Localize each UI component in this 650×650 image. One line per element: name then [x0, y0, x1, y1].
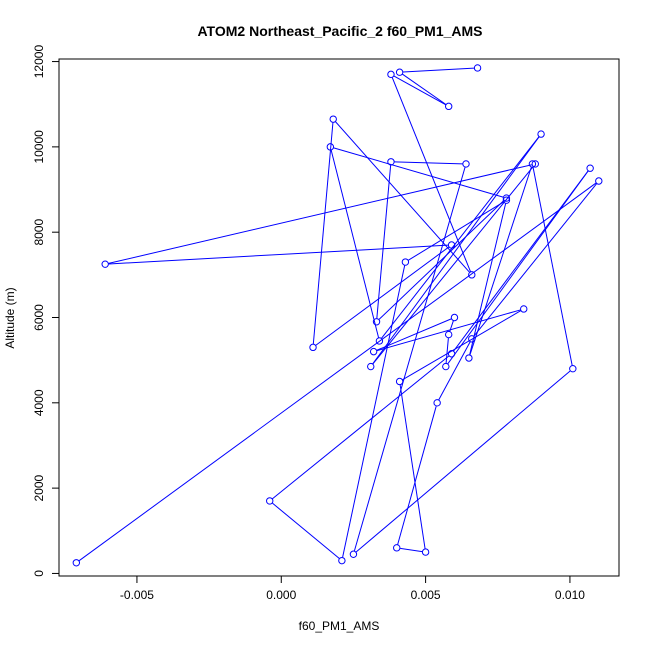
- series-segment: [438, 341, 471, 400]
- series-segment: [272, 355, 450, 500]
- series-segment: [469, 167, 532, 355]
- series-segment: [378, 200, 505, 320]
- series-segment: [403, 67, 475, 73]
- data-point: [101, 260, 109, 268]
- series-segment: [372, 136, 540, 365]
- data-point: [387, 70, 395, 79]
- series-segment: [447, 170, 589, 365]
- x-tick-label: 0.010: [555, 588, 585, 602]
- series-segment: [108, 244, 449, 265]
- data-point: [569, 364, 577, 373]
- series-segment: [376, 165, 392, 319]
- data-point: [468, 271, 476, 279]
- series-segment: [376, 318, 452, 351]
- data-point: [309, 343, 317, 352]
- series-segment: [402, 73, 447, 105]
- series-segment: [532, 167, 573, 366]
- series-segment: [391, 77, 471, 272]
- chart-title: ATOM2 Northeast_Pacific_2 f60_PM1_AMS: [197, 23, 482, 39]
- data-point: [369, 347, 378, 356]
- series-segment: [402, 310, 521, 381]
- series-points: [72, 64, 603, 567]
- data-point: [447, 241, 456, 249]
- y-axis: 0 2000 4000 6000 8000 10000 12000: [32, 45, 60, 577]
- y-tick-label: 4000: [32, 389, 46, 416]
- data-point: [502, 194, 511, 202]
- data-point: [401, 258, 410, 266]
- data-point: [326, 143, 335, 151]
- data-point: [450, 313, 459, 322]
- x-axis: -0.005 0.000 0.005 0.010: [120, 575, 585, 602]
- series-segment: [393, 75, 446, 106]
- data-point: [433, 399, 441, 407]
- data-point: [442, 362, 450, 371]
- y-tick-label: 10000: [32, 130, 46, 164]
- series-segment: [353, 167, 466, 552]
- data-point: [338, 556, 346, 565]
- series-segment: [381, 136, 540, 339]
- series-segment: [272, 502, 340, 559]
- y-tick-label: 12000: [32, 45, 46, 79]
- series-segment: [399, 384, 426, 549]
- data-point: [531, 160, 539, 168]
- x-tick-label: 0.005: [411, 588, 441, 602]
- data-point: [447, 350, 456, 358]
- series-segment: [445, 338, 449, 364]
- series-lines: [78, 67, 597, 562]
- data-point: [595, 177, 603, 185]
- x-tick-label: -0.005: [120, 588, 154, 602]
- y-tick-label: 0: [32, 570, 46, 577]
- x-axis-label: f60_PM1_AMS: [299, 619, 380, 633]
- y-axis-label: Altitude (m): [3, 287, 17, 348]
- series-segment: [330, 150, 380, 338]
- series-segment: [333, 147, 504, 198]
- series-segment: [408, 201, 504, 261]
- data-point: [395, 68, 404, 76]
- data-point: [329, 115, 337, 123]
- data-point: [372, 318, 381, 326]
- series-segment: [315, 246, 450, 346]
- series-segment: [397, 406, 437, 545]
- series-segment: [355, 370, 571, 553]
- data-point: [465, 354, 473, 362]
- series-segment: [376, 309, 521, 352]
- data-point: [395, 377, 404, 386]
- series-segment: [453, 170, 589, 352]
- series-segment: [108, 164, 532, 264]
- data-point: [528, 160, 537, 168]
- plot-area-frame: [58, 58, 620, 577]
- series-segment: [372, 166, 534, 365]
- data-point: [473, 64, 482, 72]
- series-segment: [469, 203, 507, 355]
- series-segment: [312, 122, 334, 344]
- series-segment: [335, 121, 470, 273]
- series-segment: [78, 182, 597, 562]
- data-point: [367, 362, 375, 371]
- data-point: [375, 337, 384, 345]
- series-segment: [473, 183, 597, 337]
- data-point: [462, 160, 470, 168]
- y-tick-label: 2000: [32, 474, 46, 501]
- data-point: [468, 335, 476, 343]
- series-segment: [342, 265, 406, 558]
- data-point: [586, 164, 594, 172]
- data-point: [266, 497, 274, 505]
- data-point: [349, 550, 358, 558]
- data-point: [444, 330, 453, 339]
- series-segment: [394, 161, 463, 165]
- data-point: [72, 559, 81, 567]
- data-point: [393, 544, 401, 552]
- data-point: [502, 196, 511, 204]
- data-point: [520, 305, 528, 313]
- y-tick-label: 6000: [32, 304, 46, 331]
- series-segment: [400, 547, 423, 553]
- y-tick-label: 8000: [32, 219, 46, 246]
- data-point: [421, 548, 430, 556]
- x-tick-label: 0.000: [266, 588, 296, 602]
- data-point: [537, 130, 545, 138]
- data-point: [387, 158, 395, 166]
- data-point: [444, 102, 453, 111]
